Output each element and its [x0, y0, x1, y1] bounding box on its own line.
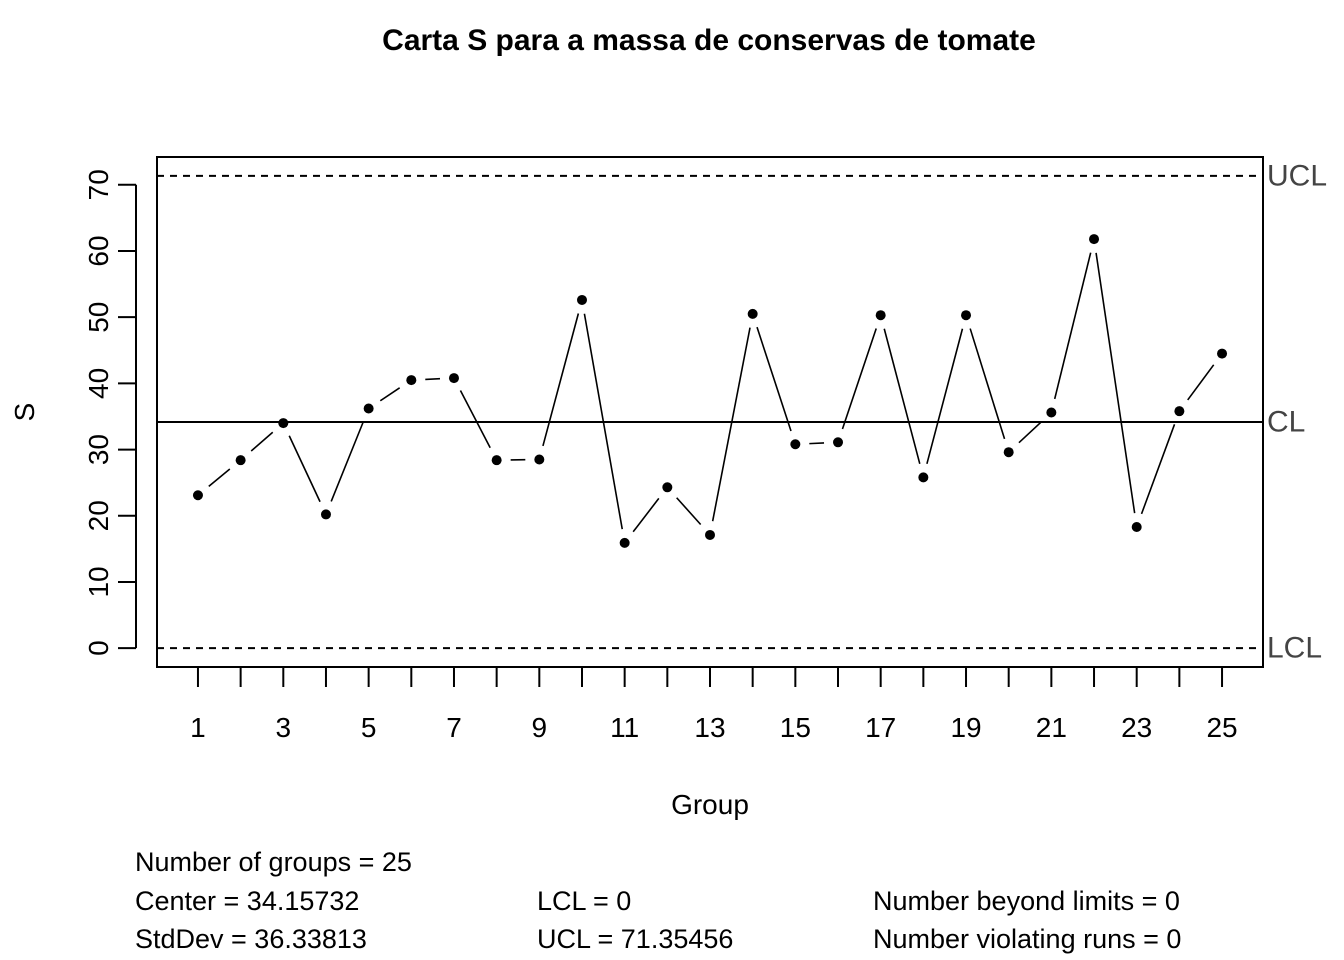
data-point — [491, 455, 502, 466]
series-segment — [1095, 252, 1136, 514]
stat-stddev: StdDev = 36.33813 — [135, 924, 367, 954]
y-axis: 0 10 20 30 40 50 60 70 — [83, 169, 137, 656]
x-tick-label: 13 — [694, 712, 725, 743]
series-segment — [1053, 252, 1092, 400]
series-segment — [288, 435, 321, 503]
data-point — [320, 509, 331, 520]
series-segment — [711, 327, 751, 522]
y-axis-label: S — [9, 403, 40, 422]
data-point — [747, 308, 758, 319]
data-point — [1131, 522, 1142, 533]
y-tick-label: 0 — [83, 640, 114, 656]
series-segment — [969, 328, 1006, 440]
x-tick-label: 5 — [361, 712, 377, 743]
stat-number-of-groups: Number of groups = 25 — [135, 847, 412, 877]
series-segment — [425, 377, 441, 381]
data-point — [448, 373, 459, 384]
points-layer — [192, 234, 1228, 548]
data-point — [278, 418, 289, 429]
series-segment — [676, 497, 702, 526]
series-segment — [250, 431, 274, 452]
data-point — [1089, 234, 1100, 245]
x-tick-label: 19 — [950, 712, 981, 743]
stat-violating-runs: Number violating runs = 0 — [873, 924, 1182, 954]
series-segment — [1140, 424, 1176, 515]
data-point — [1003, 447, 1014, 458]
data-point — [406, 375, 417, 386]
data-point — [619, 537, 630, 548]
stat-lcl: LCL = 0 — [537, 886, 632, 916]
x-axis-label: Group — [671, 789, 749, 820]
series-segment — [632, 497, 660, 533]
series-segment — [379, 387, 401, 402]
x-tick-label: 7 — [446, 712, 462, 743]
data-point — [534, 454, 545, 465]
data-point — [961, 310, 972, 321]
lcl-label: LCL — [1267, 632, 1322, 665]
data-point — [790, 439, 801, 450]
stat-beyond-limits: Number beyond limits = 0 — [873, 886, 1180, 916]
y-tick-label: 50 — [83, 302, 114, 333]
plot-frame — [156, 156, 1264, 668]
x-tick-label: 17 — [865, 712, 896, 743]
data-point — [918, 472, 929, 483]
data-point — [192, 490, 203, 501]
x-tick-label: 1 — [190, 712, 206, 743]
stat-center: Center = 34.15732 — [135, 886, 360, 916]
y-tick-label: 20 — [83, 500, 114, 531]
series-segment — [1018, 421, 1042, 444]
x-axis: 1 3 5 7 9 11 13 15 17 19 21 23 25 — [190, 667, 1238, 743]
data-point — [576, 294, 587, 305]
y-tick-label: 70 — [83, 169, 114, 200]
data-point — [1046, 407, 1057, 418]
series-segment — [883, 328, 921, 465]
chart-title: Carta S para a massa de conservas de tom… — [382, 24, 1036, 57]
x-tick-label: 11 — [610, 712, 639, 743]
data-point — [833, 437, 844, 448]
x-tick-label: 9 — [532, 712, 548, 743]
series-segment — [330, 421, 365, 502]
stat-ucl: UCL = 71.35456 — [537, 924, 734, 954]
series-segment — [809, 442, 825, 445]
y-tick-label: 60 — [83, 235, 114, 266]
x-tick-label: 15 — [780, 712, 811, 743]
series-segment — [583, 313, 624, 530]
series-segment — [1187, 364, 1215, 401]
x-tick-label: 25 — [1206, 712, 1237, 743]
series-segment — [926, 328, 964, 465]
series-segment — [841, 328, 877, 430]
data-point — [1174, 406, 1185, 417]
x-tick-label: 3 — [276, 712, 292, 743]
series-segment — [756, 326, 792, 432]
data-point — [705, 529, 715, 540]
ucl-label: UCL — [1267, 159, 1327, 192]
y-tick-label: 10 — [83, 566, 114, 597]
data-point — [662, 482, 673, 493]
lines-layer — [157, 174, 1263, 650]
series-segment — [542, 313, 580, 447]
cl-label: CL — [1267, 406, 1305, 439]
series-segment — [208, 468, 231, 487]
series-segment — [459, 390, 491, 449]
x-tick-label: 21 — [1036, 712, 1067, 743]
x-tick-label: 23 — [1121, 712, 1152, 743]
y-tick-label: 40 — [83, 368, 114, 399]
data-point — [235, 455, 246, 466]
data-point — [1217, 348, 1228, 359]
data-point — [363, 403, 374, 414]
y-tick-label: 30 — [83, 434, 114, 465]
data-point — [875, 310, 886, 321]
